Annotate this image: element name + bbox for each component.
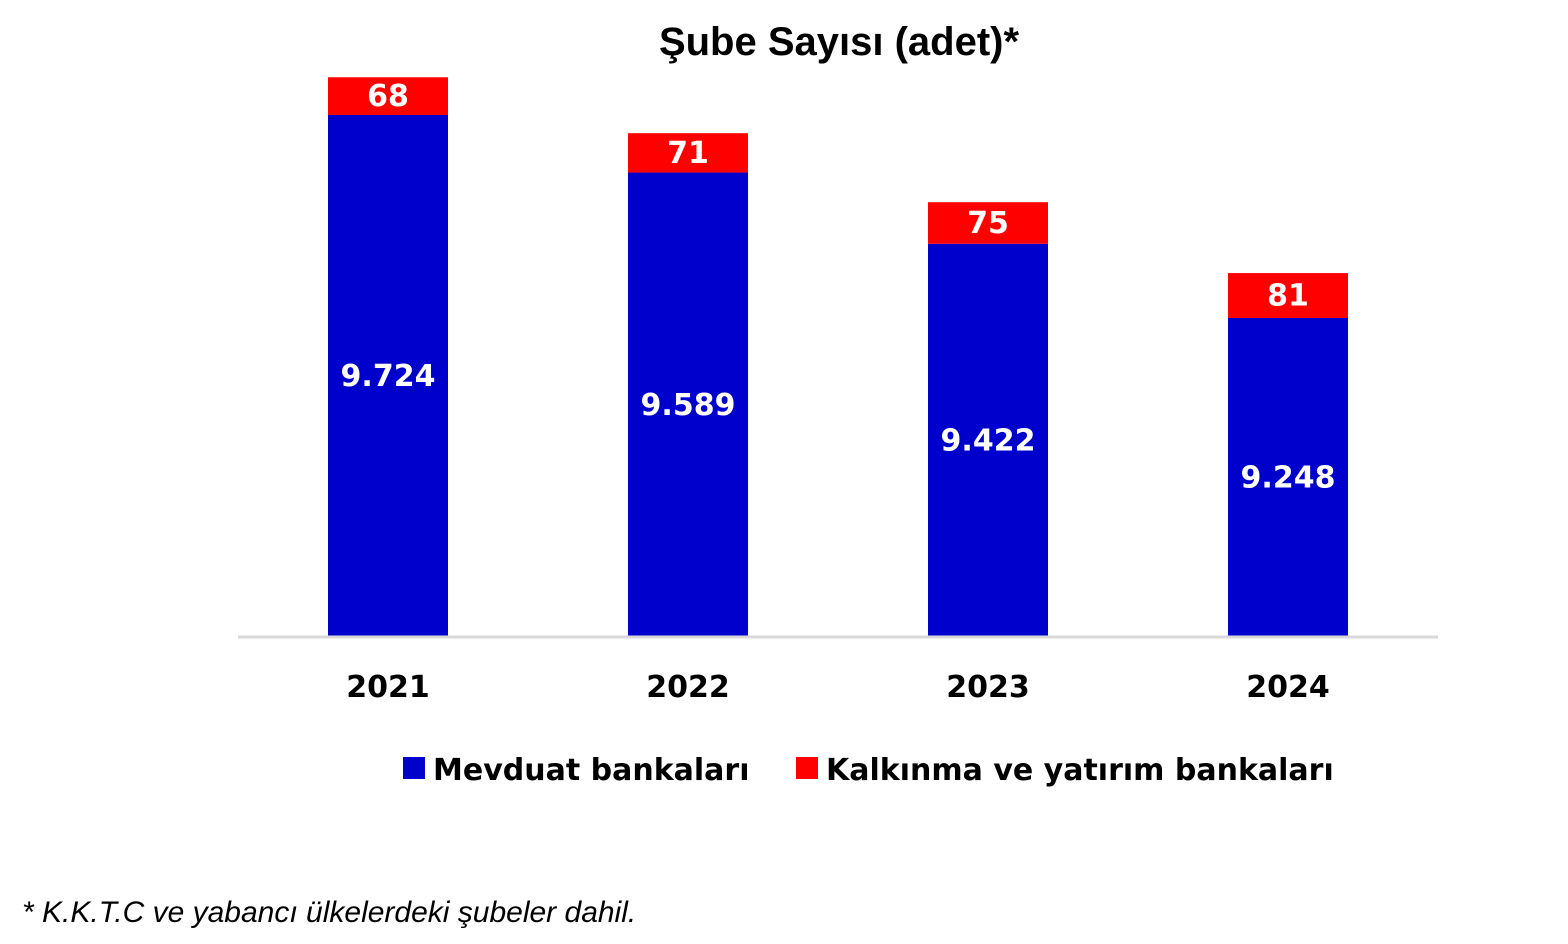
x-tick-label-2022: 2022 [646,670,730,705]
bar-kalkinma-2023 [928,202,1048,244]
footnote: * K.K.T.C ve yabancı ülkelerdeki şubeler… [22,896,636,929]
legend-swatch-kalkinma [796,757,818,779]
data-label-kalkinma-2023: 75 [967,206,1009,241]
data-label-mevduat-2021: 9.724 [341,359,436,394]
bars: 9.724 68 9.589 71 9.422 75 9.248 81 [328,77,1348,638]
data-label-kalkinma-2024: 81 [1267,279,1309,314]
x-tick-label-2023: 2023 [946,670,1030,705]
data-label-mevduat-2022: 9.589 [641,388,736,423]
legend-swatch-mevduat [403,757,425,779]
bar-mevduat-2021 [328,114,448,638]
chart-title: Şube Sayısı (adet)* [659,20,1020,64]
legend-label-kalkinma: Kalkınma ve yatırım bankaları [826,753,1334,788]
legend-label-mevduat: Mevduat bankaları [433,753,750,788]
x-tick-label-2021: 2021 [346,670,430,705]
bar-mevduat-2024 [1228,317,1348,637]
x-axis-ticks: 2021 2022 2023 2024 [346,670,1330,705]
bar-mevduat-2023 [928,243,1048,637]
legend: Mevduat bankaları Kalkınma ve yatırım ba… [403,753,1334,788]
bar-mevduat-2022 [628,172,748,637]
data-label-mevduat-2023: 9.422 [941,423,1036,458]
x-tick-label-2024: 2024 [1246,670,1330,705]
data-label-kalkinma-2021: 68 [367,79,409,114]
data-label-mevduat-2024: 9.248 [1241,460,1336,495]
data-label-kalkinma-2022: 71 [667,136,709,171]
bar-kalkinma-2024 [1228,273,1348,318]
bar-kalkinma-2022 [628,133,748,173]
bar-kalkinma-2021 [328,77,448,115]
